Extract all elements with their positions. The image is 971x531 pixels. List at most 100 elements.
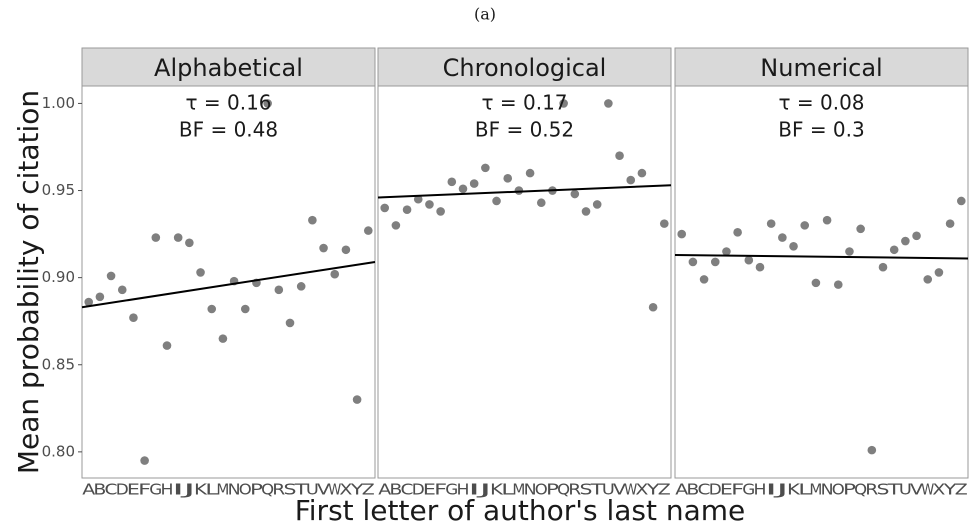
annotation: τ = 0.08	[778, 91, 864, 115]
strip	[81, 47, 376, 87]
x-tick-label: V	[613, 481, 627, 499]
point	[503, 174, 513, 183]
x-tick-label: X	[932, 481, 945, 499]
point	[789, 241, 798, 251]
point	[263, 99, 272, 108]
x-tick-label: B	[389, 481, 402, 499]
point	[889, 245, 899, 255]
x-tick-label: S	[877, 481, 890, 499]
x-tick-label: P	[843, 481, 856, 499]
point	[626, 175, 636, 185]
x-tick-label: U	[899, 481, 912, 499]
x-tick-label: F	[138, 481, 151, 499]
point	[604, 99, 613, 108]
x-tick-label: Q	[557, 481, 570, 499]
x-tick-label: L	[798, 481, 812, 499]
point	[447, 177, 457, 187]
figure-title: (a)	[474, 5, 496, 24]
x-tick-label: A	[675, 481, 689, 499]
x-tick-label: Y	[942, 481, 958, 499]
point	[878, 262, 888, 272]
annotation: τ = 0.16	[185, 91, 271, 115]
point	[363, 226, 373, 235]
x-tick-label: F	[731, 481, 744, 499]
x-tick-label: H	[753, 481, 766, 499]
point	[833, 280, 843, 289]
point	[352, 395, 362, 404]
x-tick-label: P	[546, 481, 559, 499]
x-tick-label: X	[339, 481, 352, 499]
point	[84, 297, 94, 307]
point	[912, 231, 921, 241]
x-tick-label: A	[378, 481, 392, 499]
annotation: BF = 0.3	[778, 118, 865, 142]
point	[766, 219, 776, 228]
x-tick-label: W	[624, 481, 637, 499]
x-tick-label: D	[412, 481, 425, 499]
point	[956, 196, 966, 206]
point	[492, 196, 501, 206]
x-tick-label: C	[401, 481, 414, 499]
point	[923, 275, 933, 284]
point	[117, 285, 127, 295]
x-tick-label: J	[476, 481, 492, 499]
trend-line	[674, 253, 969, 260]
x-tick-label: C	[698, 481, 711, 499]
x-tick-label: Z	[658, 481, 671, 499]
point	[570, 189, 580, 199]
panel	[674, 85, 969, 479]
point	[173, 233, 183, 242]
x-tick-label: W	[328, 481, 341, 499]
point	[945, 219, 955, 228]
strip	[674, 47, 969, 87]
panel	[81, 85, 376, 479]
point	[413, 194, 423, 204]
point	[722, 247, 731, 256]
x-tick-label: F	[434, 481, 447, 499]
y-tick-label: 0.80	[42, 442, 75, 460]
point	[778, 233, 787, 242]
annotation: BF = 0.52	[475, 118, 574, 142]
point	[559, 99, 568, 108]
y-tick-label: 1.00	[42, 94, 75, 112]
x-tick-label: V	[317, 481, 331, 499]
x-tick-label: O	[239, 481, 252, 499]
x-tick-label: I	[172, 481, 185, 499]
point	[710, 257, 720, 267]
point	[436, 207, 445, 216]
point	[319, 243, 328, 253]
panel	[377, 85, 672, 479]
x-tick-label: J	[773, 481, 789, 499]
point	[402, 205, 412, 214]
point	[592, 200, 602, 209]
x-tick-label: I	[765, 481, 778, 499]
point	[659, 219, 669, 228]
annotation: τ = 0.17	[481, 91, 567, 115]
point	[615, 151, 624, 160]
x-tick-label: R	[865, 481, 878, 499]
x-tick-label: D	[709, 481, 722, 499]
point	[140, 456, 149, 465]
point	[699, 275, 709, 284]
point	[733, 228, 742, 237]
x-tick-label: G	[445, 481, 458, 499]
x-tick-label: N	[524, 481, 537, 499]
trend-line	[377, 184, 672, 199]
point	[129, 313, 138, 323]
x-tick-label: E	[423, 481, 436, 499]
x-tick-label: T	[589, 481, 605, 499]
x-tick-label: R	[568, 481, 581, 499]
point	[341, 245, 351, 255]
facet-label: Numerical	[760, 54, 882, 82]
x-tick-label: Z	[362, 481, 375, 499]
annotation: BF = 0.48	[179, 118, 278, 142]
point	[536, 198, 546, 208]
x-tick-label: O	[535, 481, 548, 499]
point	[330, 269, 340, 279]
point	[581, 207, 591, 216]
point	[688, 257, 698, 267]
x-tick-label: D	[116, 481, 129, 499]
facet-label: Alphabetical	[154, 54, 303, 82]
x-tick-label: U	[602, 481, 615, 499]
